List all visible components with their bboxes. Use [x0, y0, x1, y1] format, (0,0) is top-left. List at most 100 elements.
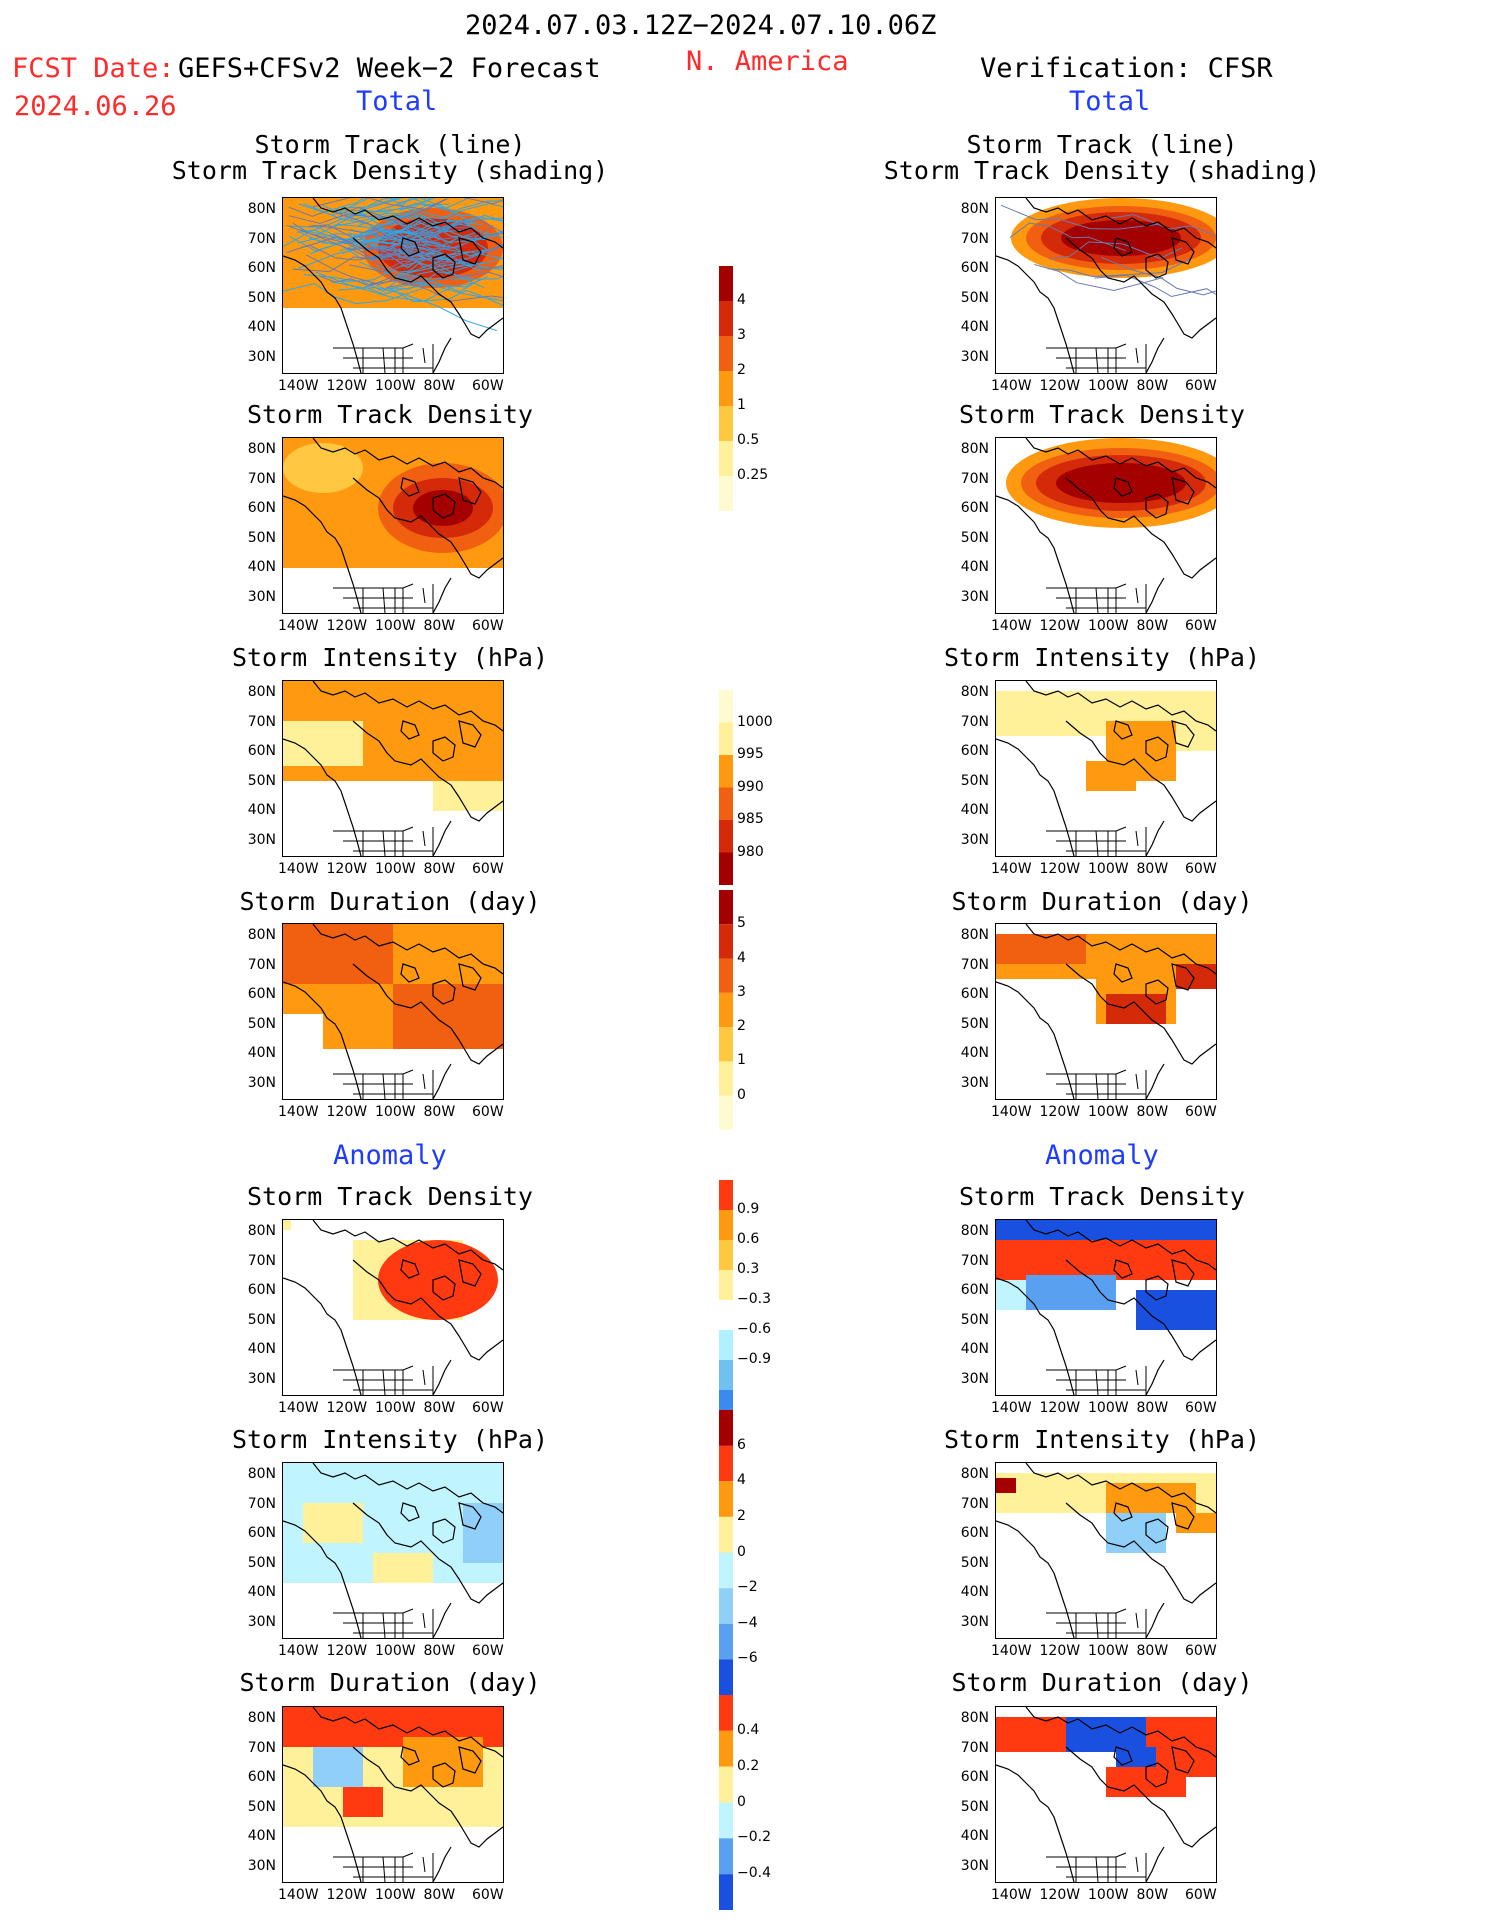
colorbar-segment: [719, 336, 733, 371]
colorbar-segment: [719, 992, 733, 1028]
colorbar-tick-label: 0: [737, 1543, 746, 1560]
colorbar-segment: [719, 690, 733, 723]
lon-tick-label: 120W: [326, 1643, 368, 1659]
lon-tick-label: 120W: [326, 1400, 368, 1416]
lon-tick-label: 60W: [472, 1643, 504, 1659]
lon-tick-label: 140W: [278, 1400, 319, 1416]
storm-track-line: [330, 272, 482, 293]
storm-track-line: [283, 282, 424, 305]
coastline: [996, 681, 1216, 856]
coastline: [283, 1463, 503, 1638]
colorbar-segment: [719, 722, 733, 755]
lon-tick-label: 140W: [991, 1400, 1032, 1416]
lon-tick-label: 80W: [1136, 1400, 1169, 1416]
state-borders: [333, 826, 434, 856]
storm-track-line: [393, 198, 503, 222]
colorbar-segment: [719, 1481, 733, 1517]
colorbar-tick-label: 1: [737, 1052, 746, 1069]
panel-density-forecast: [282, 437, 504, 614]
title-anom-intensity-right: Storm Intensity (hPa): [943, 1425, 1261, 1454]
storm-track-line: [368, 245, 503, 271]
title-anom-duration-left: Storm Duration (day): [239, 1668, 541, 1697]
lat-tick-label: 40N: [960, 1045, 989, 1061]
coastline: [996, 1220, 1216, 1395]
lat-tick-label: 40N: [960, 1341, 989, 1357]
lon-tick-label: 140W: [278, 378, 319, 394]
colorbar-tick-label: −0.9: [737, 1351, 771, 1367]
lon-tick-label: 140W: [278, 1104, 319, 1120]
lon-tick-label: 120W: [326, 861, 368, 877]
storm-track-line: [398, 262, 503, 276]
lat-tick-label: 50N: [247, 772, 276, 789]
total-label-right: Total: [1069, 86, 1151, 117]
lat-tick-label: 30N: [960, 831, 989, 848]
storm-track-line: [333, 226, 476, 243]
storm-track-line: [1009, 222, 1127, 252]
coastline: [283, 198, 503, 373]
storm-track-line: [292, 222, 418, 273]
colorbar-segment: [719, 1874, 733, 1910]
panel-density-verify-map: [996, 438, 1216, 613]
lat-tick-label: 30N: [247, 1074, 276, 1091]
state-borders: [1046, 826, 1147, 856]
colorbar-tick-label: 4: [737, 292, 746, 308]
state-borders: [1046, 1608, 1147, 1638]
panel-intensity-verify: [995, 680, 1217, 857]
storm-track-line: [319, 274, 423, 287]
state-borders: [1046, 1069, 1147, 1099]
colorbar-segment: [719, 1552, 733, 1589]
shading-cell: [1136, 1290, 1216, 1330]
colorbar-segment: [719, 1730, 733, 1767]
shading-cell: [1176, 964, 1216, 989]
colorbar-tick-label: 0.4: [737, 1721, 760, 1738]
lon-tick-label: 120W: [1039, 1104, 1081, 1120]
coastline: [996, 438, 1216, 613]
lat-tick-label: 60N: [247, 500, 276, 516]
storm-track-line: [399, 198, 436, 220]
panel-track-verify: [995, 197, 1217, 374]
colorbar-tick-label: 1000: [737, 713, 773, 730]
lat-tick-label: 60N: [247, 260, 276, 276]
lat-tick-label: 70N: [960, 1739, 989, 1756]
title-track-shading-right: Storm Track Density (shading): [883, 156, 1321, 185]
storm-track-line: [342, 198, 400, 209]
panel-duration-anom-verify: [995, 1706, 1217, 1883]
colorbar-segment: [719, 1802, 733, 1839]
storm-track-line: [341, 245, 455, 264]
shading-cell: [1026, 1275, 1116, 1310]
lon-tick-label: 80W: [423, 1887, 456, 1903]
lon-tick-label: 80W: [423, 1400, 456, 1416]
storm-track-line: [398, 257, 503, 284]
shading-cell: [1066, 1717, 1146, 1752]
region-label: N. America: [686, 46, 849, 77]
panel-track-forecast-map: [283, 198, 503, 373]
panel-density-verify: [995, 437, 1217, 614]
lat-tick-label: 80N: [960, 201, 989, 217]
shading-cell: [996, 1220, 1216, 1240]
storm-track-line: [386, 271, 503, 289]
lat-tick-label: 40N: [247, 559, 276, 575]
colorbar-tick-label: −0.4: [737, 1865, 771, 1882]
colorbar-segment: [719, 1180, 733, 1210]
panel-intensity-forecast: [282, 680, 504, 857]
colorbar-segment: [719, 266, 733, 301]
lat-tick-label: 40N: [247, 1828, 276, 1844]
coastline: [283, 924, 503, 1099]
lon-tick-label: 100W: [375, 1104, 416, 1120]
storm-track-line: [340, 206, 452, 249]
coastline: [996, 1707, 1216, 1882]
lon-tick-label: 60W: [1185, 378, 1217, 394]
panel-track-forecast: [282, 197, 504, 374]
colorbar-tick-label: 0.9: [737, 1201, 760, 1217]
panel-density-anom-forecast-map: [283, 1220, 503, 1395]
lat-tick-label: 80N: [960, 441, 989, 457]
panel-track-verify-map: [996, 198, 1216, 373]
colorbar-duration-total: [717, 890, 739, 1134]
shading-cell: [373, 1553, 433, 1583]
lon-tick-label: 100W: [375, 618, 416, 634]
colorbar-tick-label: −4: [737, 1614, 758, 1631]
fcst-model: GEFS+CFSv2 Week−2 Forecast: [178, 53, 601, 84]
lat-tick-label: 70N: [247, 713, 276, 730]
colorbar-tick-label: 0: [737, 1793, 746, 1810]
panel-duration-verify-map: [996, 924, 1216, 1099]
